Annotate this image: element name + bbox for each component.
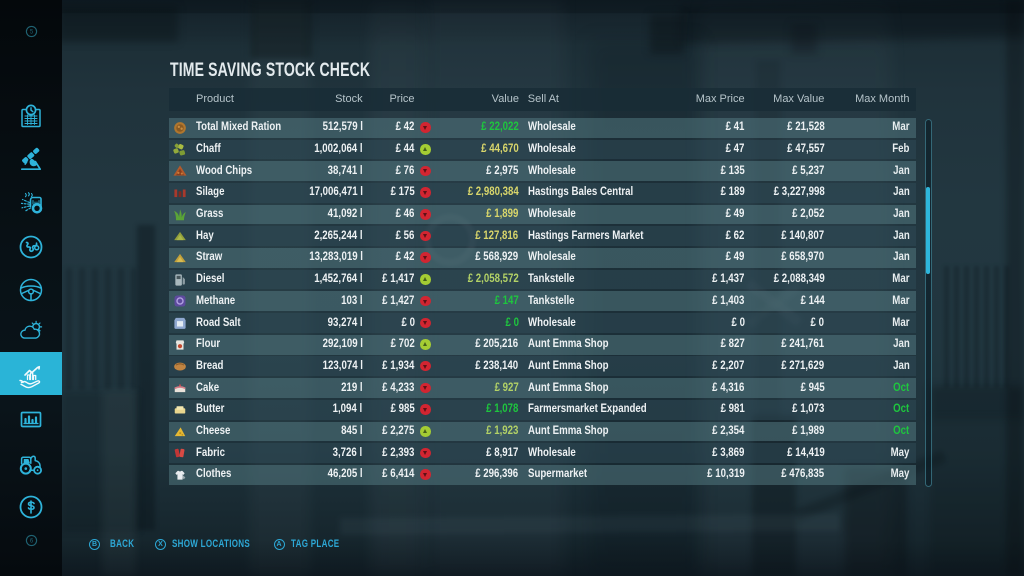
svg-text:5: 5: [29, 29, 33, 35]
svg-text:6: 6: [29, 538, 33, 544]
